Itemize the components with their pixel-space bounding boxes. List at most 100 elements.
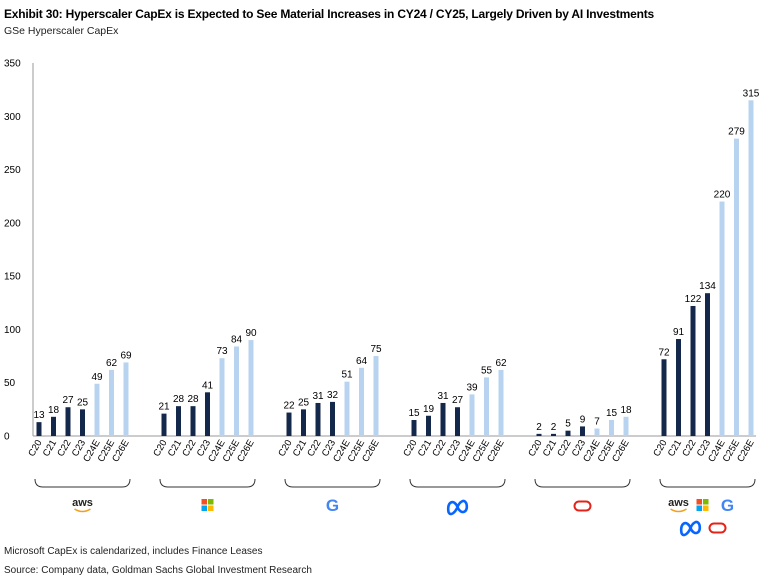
data-label: 15 — [408, 408, 420, 419]
bar — [498, 369, 504, 436]
aws-logo-text: aws — [668, 497, 689, 509]
y-tick-label: 300 — [4, 112, 21, 123]
ms-square-green — [703, 499, 709, 505]
bar — [565, 430, 571, 436]
x-tick-label: C22 — [180, 438, 198, 459]
data-label: 19 — [423, 404, 435, 415]
aws-smile-icon — [670, 508, 687, 513]
group-bracket — [284, 478, 381, 488]
data-label: 55 — [481, 365, 493, 376]
data-label: 41 — [202, 380, 214, 391]
x-tick-label: C20 — [276, 438, 294, 459]
x-tick-label: C21 — [41, 438, 59, 459]
bar — [315, 402, 321, 436]
group-bracket — [534, 478, 631, 488]
x-tick-label: C20 — [151, 438, 169, 459]
bar — [51, 416, 56, 436]
bar — [161, 413, 167, 436]
data-label: 75 — [370, 344, 382, 355]
oracle-icon — [573, 500, 592, 512]
bar — [484, 377, 489, 436]
bar — [551, 433, 556, 436]
bar — [36, 422, 42, 436]
data-label: 21 — [158, 402, 170, 413]
y-tick-label: 200 — [4, 218, 21, 229]
x-tick-label: C21 — [291, 438, 309, 459]
y-tick-label: 350 — [4, 59, 21, 70]
oracle-icon — [708, 522, 727, 534]
bar — [536, 433, 542, 436]
data-label: 18 — [48, 405, 60, 416]
x-tick-label: C21 — [541, 438, 559, 459]
data-label: 122 — [685, 294, 702, 305]
google-logo-text: G — [326, 496, 339, 515]
x-tick-label: C21 — [666, 438, 684, 459]
data-label: 25 — [298, 397, 310, 408]
bar — [411, 420, 417, 436]
data-label: 62 — [106, 358, 118, 369]
data-label: 90 — [245, 328, 257, 339]
bar — [469, 394, 475, 436]
x-tick-label: C21 — [416, 438, 434, 459]
x-tick-label: C20 — [401, 438, 419, 459]
data-label: 28 — [187, 394, 199, 405]
bar — [301, 409, 306, 436]
bar — [65, 407, 71, 436]
data-label: 69 — [120, 350, 132, 361]
aws-smile-icon — [74, 508, 91, 513]
x-tick-label: C21 — [166, 438, 184, 459]
data-label: 91 — [673, 327, 685, 338]
data-label: 134 — [699, 281, 716, 292]
bar — [455, 407, 460, 436]
group-brackets — [34, 478, 756, 488]
bar — [286, 412, 292, 436]
y-tick-label: 150 — [4, 272, 21, 283]
bar — [234, 346, 239, 436]
x-tick-label: C22 — [55, 438, 73, 459]
data-label: 72 — [658, 347, 670, 358]
data-label: 73 — [216, 346, 228, 357]
data-label: 27 — [62, 395, 74, 406]
y-tick-label: 250 — [4, 165, 21, 176]
data-label: 32 — [327, 390, 339, 401]
bar — [748, 100, 754, 437]
bar — [94, 383, 100, 436]
bar — [373, 356, 379, 436]
data-label: 13 — [33, 410, 45, 421]
bar — [109, 369, 114, 436]
data-label: 62 — [495, 358, 507, 369]
data-label: 5 — [565, 419, 571, 430]
bar — [609, 420, 614, 436]
bar — [719, 201, 725, 436]
bar — [690, 305, 696, 436]
data-label: 15 — [606, 408, 618, 419]
bar — [623, 416, 629, 436]
ms-square-yellow — [208, 505, 214, 511]
x-tick-label: C22 — [680, 438, 698, 459]
bar — [205, 392, 210, 436]
bar — [219, 358, 225, 436]
y-tick-label: 0 — [4, 432, 10, 443]
group-bracket — [409, 478, 506, 488]
footnote: Microsoft CapEx is calendarized, include… — [4, 546, 263, 557]
ms-square-blue — [696, 505, 702, 511]
data-label: 25 — [77, 397, 89, 408]
bar — [705, 293, 710, 436]
data-label: 9 — [580, 414, 586, 425]
data-label: 7 — [594, 417, 600, 428]
ms-square-yellow — [703, 505, 709, 511]
data-label: 2 — [536, 422, 542, 433]
data-label: 22 — [283, 401, 295, 412]
data-label: 28 — [173, 394, 185, 405]
x-tick-label: C20 — [526, 438, 544, 459]
data-label: 18 — [620, 405, 632, 416]
x-tick-label: C22 — [555, 438, 573, 459]
ms-square-blue — [201, 505, 207, 511]
data-label: 27 — [452, 395, 464, 406]
data-label: 49 — [91, 372, 103, 383]
bar — [676, 339, 681, 436]
y-tick-label: 100 — [4, 325, 21, 336]
x-tick-label: C22 — [305, 438, 323, 459]
